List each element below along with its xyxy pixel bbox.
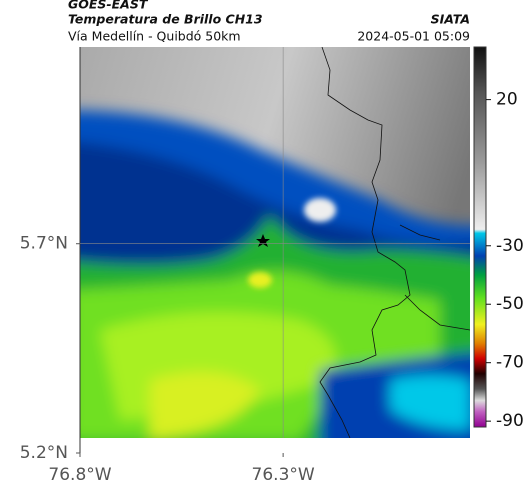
subtitle: Temperatura de Brillo CH13 <box>68 12 263 27</box>
title: GOES-EAST <box>68 0 149 12</box>
satellite-image <box>80 47 470 438</box>
colorbar-tick-label: -30 <box>496 236 524 256</box>
colorbar-tick-label: -50 <box>496 294 524 314</box>
source: SIATA <box>431 12 470 27</box>
timestamp: 2024-05-01 05:09 <box>357 29 470 44</box>
colorbar-tick-label: 20 <box>496 90 518 110</box>
y-tick-label: 5.2°N <box>20 443 68 463</box>
route: Vía Medellín - Quibdó 50km <box>68 29 241 44</box>
colorbar-tick-label: -90 <box>496 411 524 431</box>
x-tick-label: 76.3°W <box>252 465 315 485</box>
y-tick-label: 5.7°N <box>20 234 68 254</box>
x-tick-label: 76.8°W <box>48 465 111 485</box>
colorbar <box>473 46 487 428</box>
colorbar-tick-label: -70 <box>496 353 524 373</box>
